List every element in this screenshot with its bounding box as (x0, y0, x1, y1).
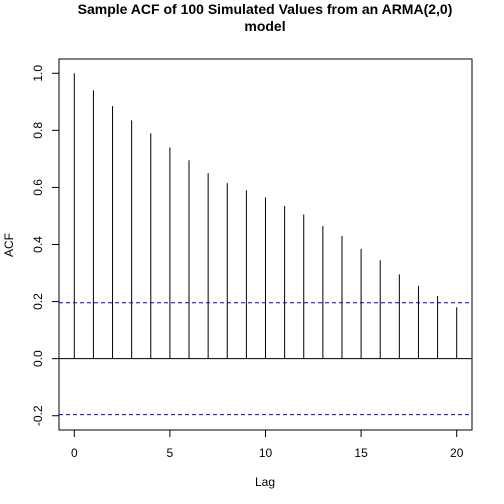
x-tick-label: 5 (167, 446, 174, 460)
y-tick-label: -0.2 (31, 405, 45, 426)
x-tick-label: 10 (259, 446, 273, 460)
acf-bars (73, 73, 458, 359)
chart-title-line-1: Sample ACF of 100 Simulated Values from … (78, 1, 453, 17)
chart-title-line-2: model (244, 18, 285, 34)
x-tick-label: 0 (71, 446, 78, 460)
x-axis-label: Lag (255, 475, 275, 489)
y-axis: -0.2 0.0 0.2 0.4 0.6 0.8 1.0 (31, 65, 59, 426)
y-tick-label: 0.2 (31, 293, 45, 310)
y-tick-label: 0.8 (31, 122, 45, 139)
x-tick-label: 15 (354, 446, 368, 460)
y-tick-label: 1.0 (31, 65, 45, 82)
y-tick-label: 0.6 (31, 179, 45, 196)
y-tick-label: 0.4 (31, 236, 45, 253)
x-tick-label: 20 (450, 446, 464, 460)
x-axis: 0 5 10 15 20 (71, 430, 464, 460)
y-tick-label: 0.0 (31, 350, 45, 367)
y-axis-label: ACF (2, 233, 16, 257)
confidence-bounds (59, 302, 472, 416)
